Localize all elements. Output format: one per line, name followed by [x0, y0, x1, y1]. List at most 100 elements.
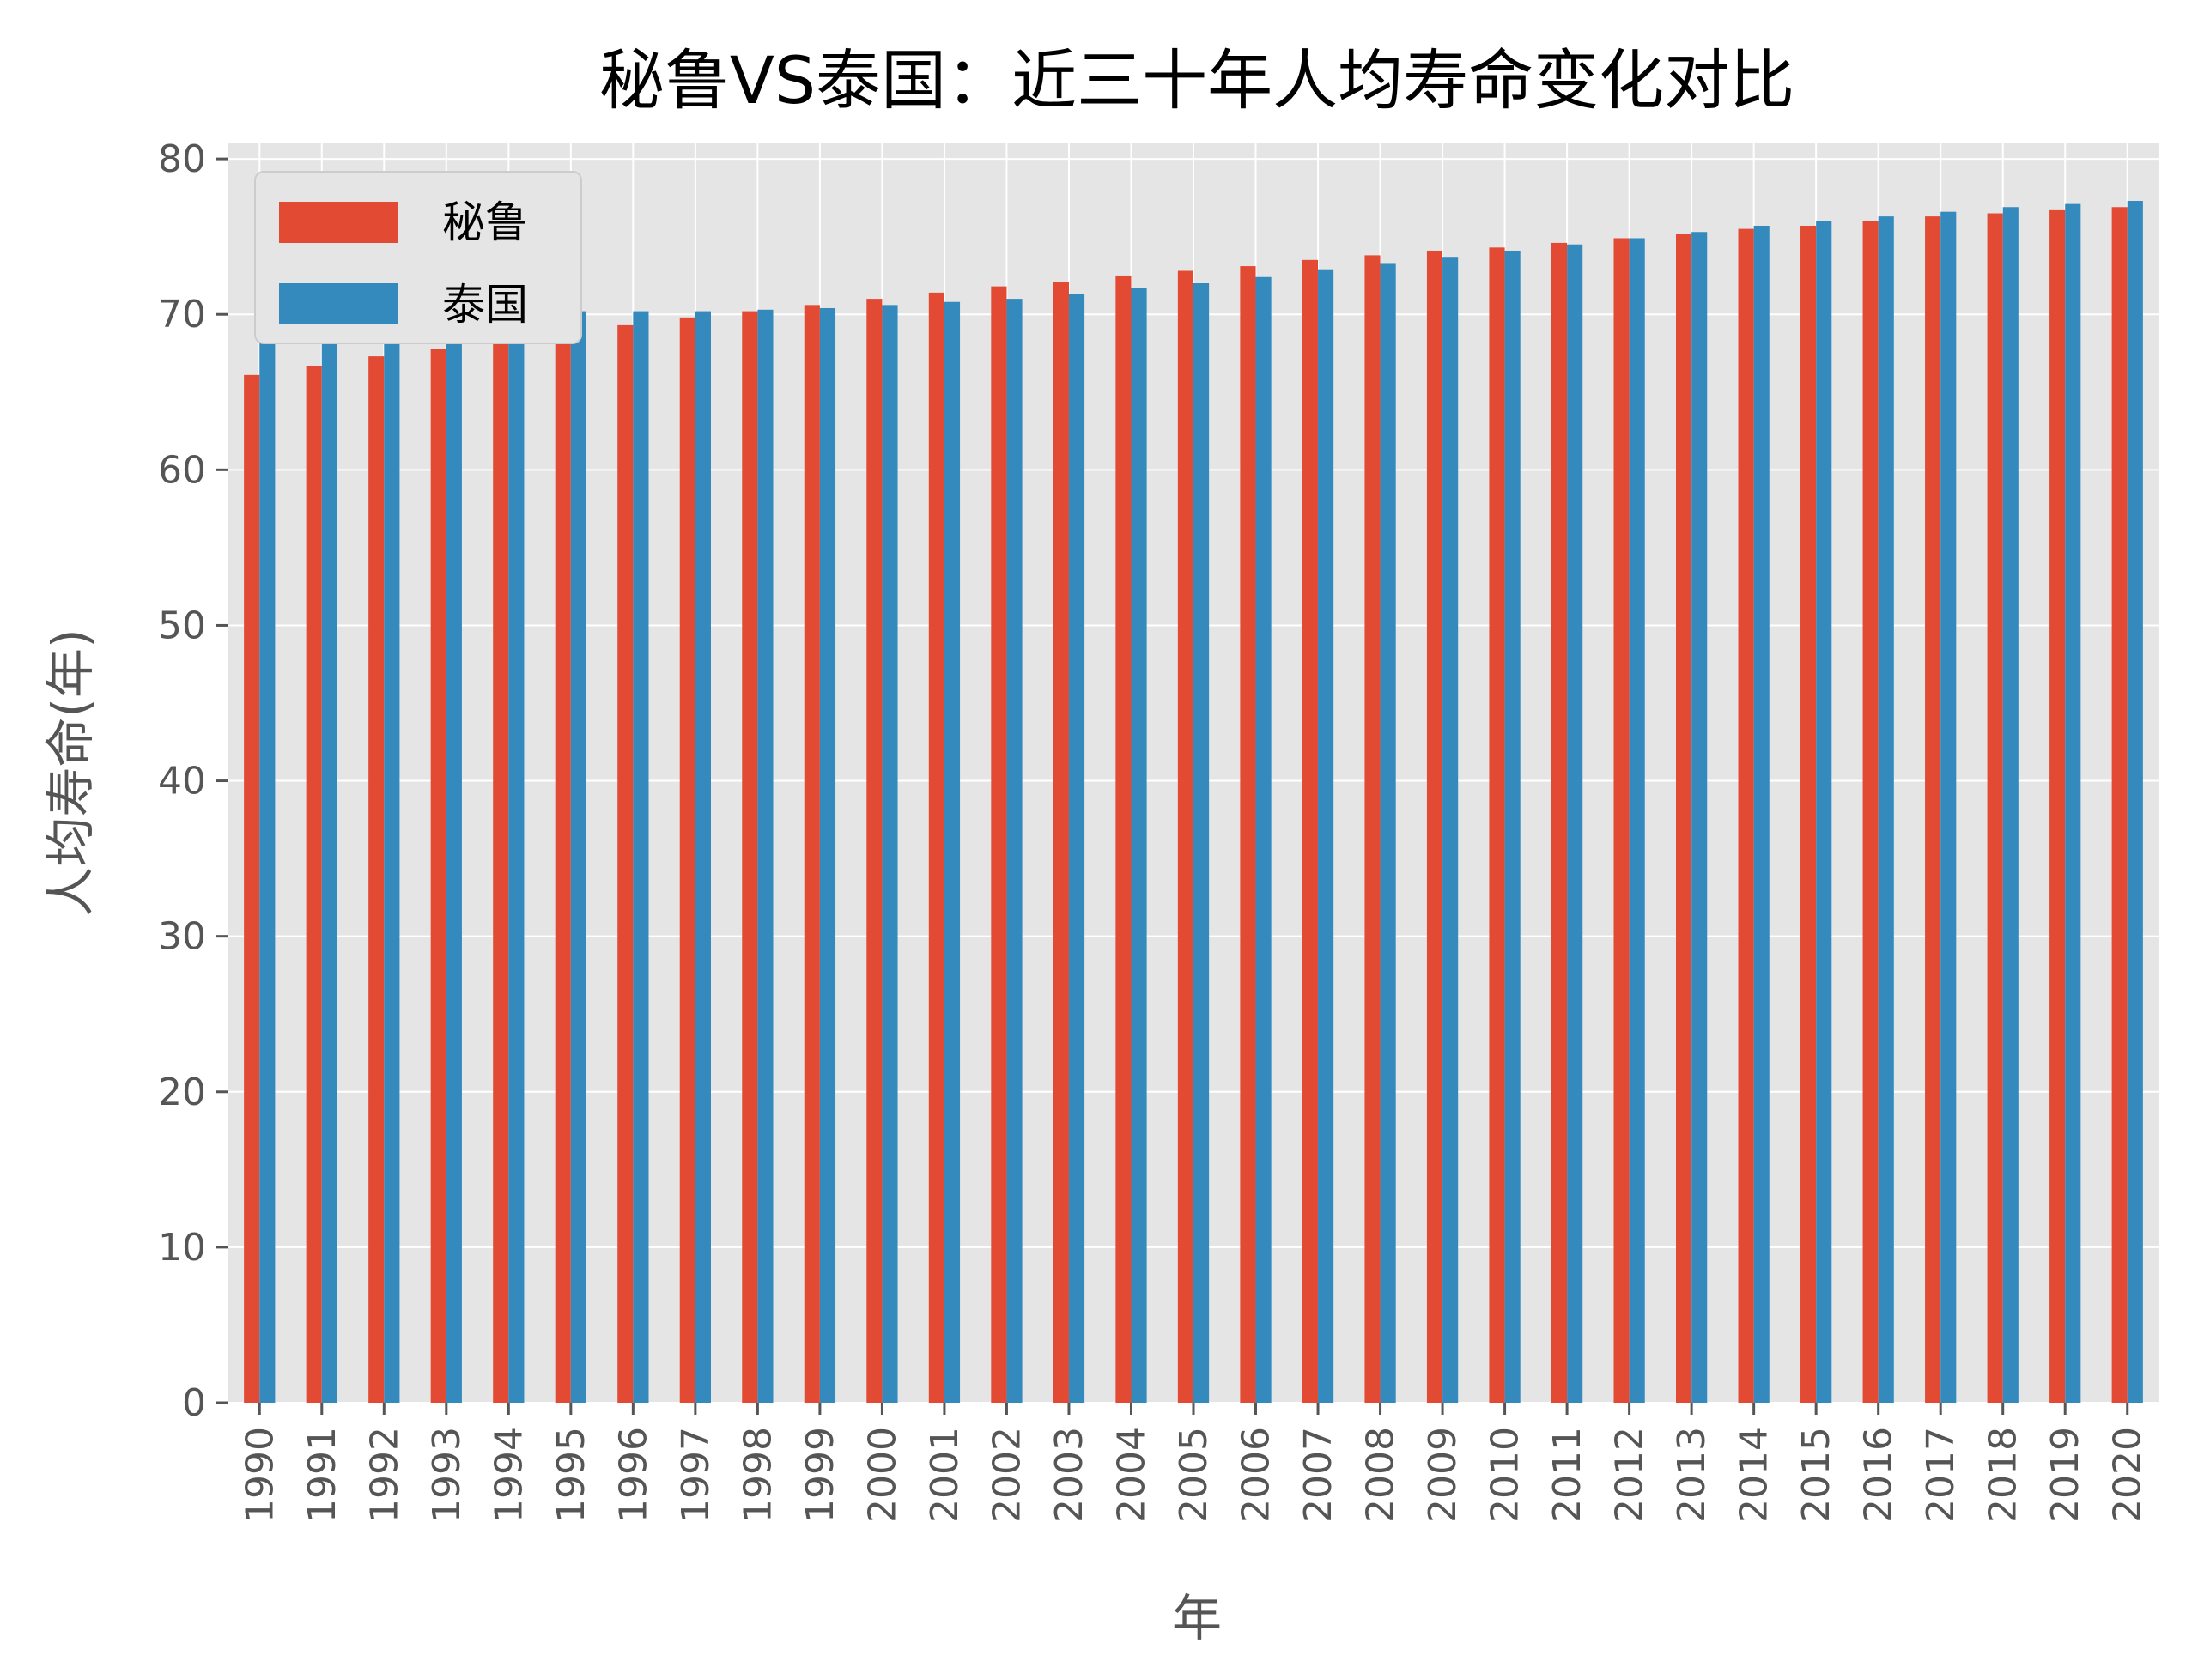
legend: 秘鲁 泰国	[254, 171, 582, 344]
bar-thailand-2006	[1255, 276, 1272, 1403]
bar-peru-2002	[991, 286, 1007, 1404]
x-axis-ticks: 1990 1991 1992 1993 1994 1995 1996 1997 1998 1999…	[238, 1403, 2150, 1523]
bar-peru-2020	[2111, 207, 2128, 1403]
y-tick-label: 0	[182, 1381, 206, 1425]
bar-peru-2016	[1862, 221, 1879, 1403]
bar-thailand-1997	[695, 311, 711, 1404]
legend-swatch-thailand	[279, 283, 398, 324]
x-tick-label: 2014	[1733, 1427, 1776, 1523]
x-tick-label: 2008	[1359, 1427, 1403, 1523]
bar-thailand-1998	[757, 309, 774, 1404]
bar-peru-1995	[555, 332, 571, 1403]
bar-thailand-2008	[1380, 263, 1396, 1403]
bar-peru-2007	[1302, 259, 1319, 1403]
bar-thailand-2012	[1629, 238, 1645, 1403]
bar-thailand-2013	[1691, 232, 1708, 1403]
bar-peru-2014	[1738, 228, 1754, 1404]
bar-thailand-2007	[1318, 269, 1334, 1404]
bar-thailand-1990	[259, 311, 276, 1404]
x-axis-label: 年	[1172, 1589, 1222, 1647]
y-axis-label: 人均寿命(年)	[41, 628, 100, 916]
bar-thailand-2000	[882, 305, 898, 1403]
bar-peru-2001	[928, 292, 944, 1403]
bar-thailand-1996	[633, 311, 649, 1404]
bar-peru-2006	[1240, 266, 1256, 1404]
bar-peru-2017	[1925, 216, 1941, 1404]
bar-peru-2015	[1800, 225, 1817, 1403]
x-tick-label: 1999	[798, 1427, 842, 1523]
x-tick-label: 2012	[1608, 1427, 1652, 1523]
bar-thailand-2014	[1753, 225, 1770, 1403]
y-tick-label: 30	[158, 915, 206, 959]
x-tick-label: 2016	[1857, 1427, 1901, 1523]
x-tick-label: 2002	[985, 1427, 1029, 1523]
y-tick-label: 80	[158, 137, 206, 181]
x-tick-label: 2020	[2106, 1427, 2150, 1523]
x-tick-label: 2009	[1421, 1427, 1465, 1523]
bar-thailand-1991	[321, 311, 337, 1404]
bar-thailand-2002	[1006, 299, 1023, 1404]
bar-thailand-1999	[819, 307, 836, 1403]
bar-peru-2004	[1115, 275, 1132, 1403]
x-tick-label: 1994	[487, 1427, 531, 1523]
x-tick-label: 1995	[550, 1427, 593, 1523]
y-tick-label: 50	[158, 603, 206, 647]
bar-thailand-2005	[1193, 283, 1210, 1403]
x-tick-label: 2010	[1484, 1427, 1527, 1523]
legend-label-peru: 秘鲁	[442, 197, 528, 247]
bar-thailand-2011	[1567, 244, 1583, 1404]
bar-thailand-2019	[2065, 203, 2081, 1404]
x-tick-label: 2007	[1296, 1427, 1340, 1523]
bar-thailand-2015	[1816, 221, 1832, 1403]
bar-thailand-2017	[1940, 211, 1957, 1404]
bar-peru-2011	[1551, 242, 1568, 1403]
bar-thailand-1995	[570, 311, 586, 1404]
bar-thailand-1993	[446, 311, 462, 1404]
x-tick-label: 2015	[1794, 1427, 1838, 1523]
y-tick-label: 10	[158, 1226, 206, 1270]
x-tick-label: 2019	[2043, 1427, 2087, 1523]
x-tick-label: 2005	[1172, 1427, 1216, 1523]
bar-peru-2003	[1053, 282, 1069, 1403]
bar-peru-2009	[1426, 250, 1443, 1403]
bar-peru-1999	[804, 305, 820, 1403]
bar-peru-2019	[2049, 209, 2066, 1403]
bar-thailand-2009	[1442, 257, 1459, 1403]
x-tick-label: 1991	[301, 1427, 344, 1523]
bar-peru-1997	[679, 317, 695, 1403]
x-tick-label: 2001	[923, 1427, 967, 1523]
bar-thailand-2016	[1878, 216, 1894, 1404]
x-tick-label: 2004	[1109, 1427, 1153, 1523]
bar-peru-2018	[1987, 213, 2003, 1403]
bar-peru-1998	[742, 311, 758, 1404]
bar-thailand-1994	[508, 311, 525, 1404]
y-tick-label: 70	[158, 293, 206, 337]
x-tick-label: 2000	[860, 1427, 904, 1523]
bar-peru-2013	[1676, 234, 1692, 1403]
x-tick-label: 1998	[736, 1427, 780, 1523]
legend-swatch-peru	[279, 202, 398, 243]
bar-peru-2008	[1364, 255, 1381, 1403]
bar-thailand-1992	[384, 311, 400, 1404]
bar-peru-2012	[1613, 238, 1630, 1403]
bars	[244, 201, 2143, 1404]
bar-peru-2000	[866, 299, 883, 1404]
y-tick-label: 40	[158, 760, 206, 804]
bar-thailand-2001	[944, 301, 961, 1403]
x-tick-label: 2003	[1047, 1427, 1091, 1523]
bar-peru-1990	[244, 374, 260, 1403]
bar-peru-1993	[430, 349, 446, 1404]
bar-peru-1991	[306, 365, 322, 1403]
bar-thailand-2020	[2127, 201, 2143, 1403]
y-axis-ticks: 0 10 20 30 40 50 60 70 80	[158, 137, 228, 1425]
y-tick-label: 20	[158, 1070, 206, 1114]
bar-thailand-2018	[2002, 207, 2019, 1403]
legend-label-thailand: 泰国	[442, 280, 528, 330]
y-tick-label: 60	[158, 448, 206, 492]
chart-title: 秘鲁VS泰国：近三十年人均寿命变化对比	[599, 42, 1794, 118]
x-tick-label: 2006	[1235, 1427, 1278, 1523]
x-tick-label: 1997	[674, 1427, 718, 1523]
x-tick-label: 2017	[1919, 1427, 1963, 1523]
bar-peru-2010	[1489, 247, 1505, 1403]
